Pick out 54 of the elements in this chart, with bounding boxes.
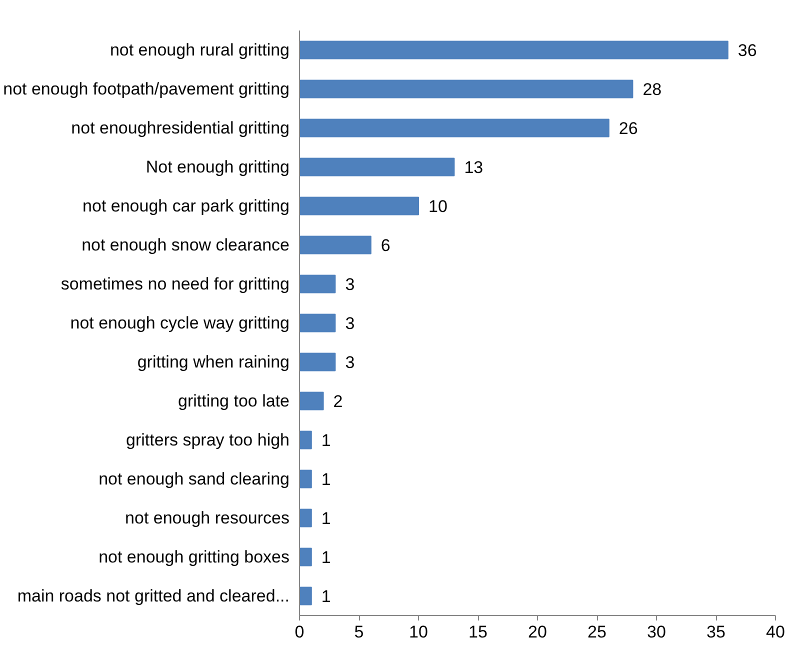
y-tick-label: not enoughresidential gritting bbox=[71, 118, 290, 138]
data-label: 1 bbox=[321, 587, 331, 606]
data-label: 36 bbox=[738, 41, 757, 60]
bar bbox=[300, 40, 728, 60]
x-tick-label: 35 bbox=[706, 622, 726, 642]
y-tick-label: sometimes no need for gritting bbox=[60, 274, 290, 294]
data-label: 13 bbox=[464, 158, 484, 177]
data-label: 1 bbox=[321, 431, 331, 450]
data-label: 1 bbox=[321, 509, 331, 528]
x-tick-label: 15 bbox=[468, 622, 488, 642]
bar bbox=[300, 118, 610, 138]
y-tick-label: main roads not gritted and cleared... bbox=[17, 586, 290, 606]
bar bbox=[300, 430, 312, 450]
y-tick-label: gritting too late bbox=[178, 392, 290, 410]
bar bbox=[300, 548, 312, 566]
data-label: 3 bbox=[345, 275, 355, 294]
y-tick-label: not enough car park gritting bbox=[82, 196, 290, 216]
data-label: 10 bbox=[428, 197, 448, 216]
data-label: 1 bbox=[321, 470, 331, 489]
x-tick-label: 40 bbox=[766, 622, 785, 642]
x-tick-label: 5 bbox=[354, 622, 364, 642]
y-tick-label: not enough rural gritting bbox=[110, 40, 290, 60]
y-tick-label: not enough sand clearing bbox=[98, 470, 290, 488]
data-label: 6 bbox=[380, 236, 390, 255]
bar bbox=[300, 274, 336, 294]
x-tick-label: 10 bbox=[409, 622, 428, 642]
y-tick-label: not enough resources bbox=[125, 508, 290, 528]
data-label: 3 bbox=[345, 314, 355, 333]
data-label: 1 bbox=[321, 548, 331, 567]
y-tick-label: Not enough gritting bbox=[146, 158, 290, 176]
bar bbox=[300, 158, 455, 176]
y-tick-label: not enough snow clearance bbox=[82, 236, 290, 254]
x-tick-label: 30 bbox=[647, 622, 666, 642]
x-tick-label: 20 bbox=[528, 622, 547, 642]
y-tick-label: not enough cycle way gritting bbox=[70, 314, 290, 332]
y-tick-label: gritters spray too high bbox=[126, 430, 290, 450]
x-tick-label: 25 bbox=[588, 622, 606, 642]
y-tick-label: not enough gritting boxes bbox=[98, 548, 290, 566]
x-tick-label: 0 bbox=[294, 622, 304, 642]
bar bbox=[300, 586, 312, 606]
data-label: 28 bbox=[642, 80, 662, 99]
data-label: 26 bbox=[618, 119, 638, 138]
y-tick-label: not enough footpath/pavement gritting bbox=[3, 80, 290, 98]
bar bbox=[300, 392, 324, 410]
bar bbox=[300, 236, 372, 254]
data-label: 2 bbox=[333, 392, 343, 411]
data-label: 3 bbox=[345, 353, 355, 372]
bar bbox=[300, 80, 634, 98]
bar bbox=[300, 508, 312, 528]
bar bbox=[300, 314, 336, 332]
bar bbox=[300, 470, 312, 488]
bar bbox=[300, 196, 419, 216]
y-tick-label: gritting when raining bbox=[137, 352, 290, 372]
bar bbox=[300, 352, 336, 372]
